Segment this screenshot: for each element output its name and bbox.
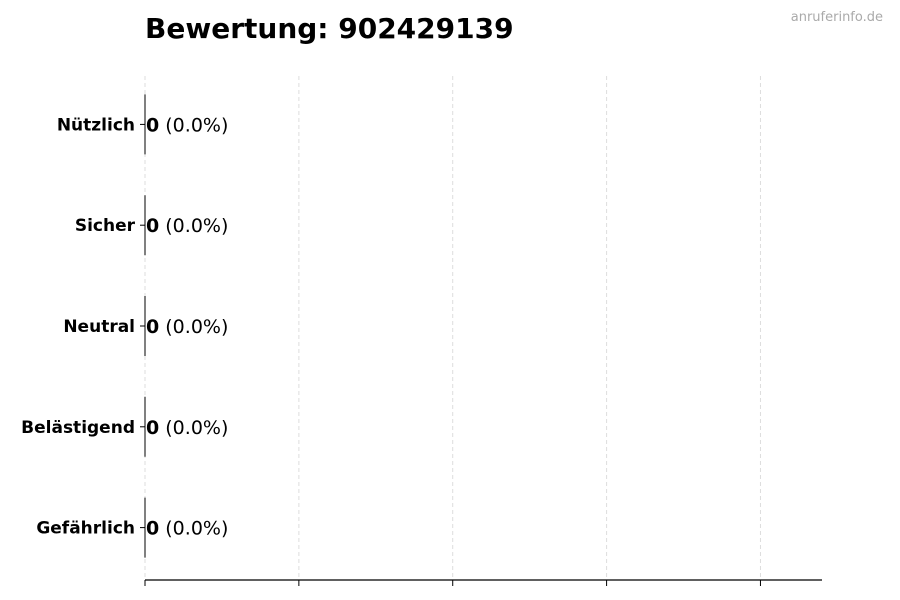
watermark: anruferinfo.de: [790, 10, 883, 25]
chart-title: Bewertung: 902429139: [145, 12, 514, 45]
percent-label: (0.0%): [159, 518, 228, 540]
y-tick-label: Neutral: [63, 317, 135, 337]
y-tick-label: Sicher: [75, 216, 136, 236]
data-label: 0 (0.0%): [146, 316, 228, 338]
value-label: 0: [146, 215, 159, 237]
value-label: 0: [146, 316, 159, 338]
data-label: 0 (0.0%): [146, 114, 228, 136]
percent-label: (0.0%): [159, 316, 228, 338]
data-label: 0 (0.0%): [146, 518, 228, 540]
percent-label: (0.0%): [159, 215, 228, 237]
percent-label: (0.0%): [159, 114, 228, 136]
percent-label: (0.0%): [159, 417, 228, 439]
y-tick-label: Belästigend: [21, 418, 135, 438]
y-tick-label: Gefährlich: [36, 519, 135, 539]
data-label: 0 (0.0%): [146, 215, 228, 237]
value-label: 0: [146, 417, 159, 439]
value-label: 0: [146, 114, 159, 136]
y-tick-label: Nützlich: [57, 115, 135, 135]
data-label: 0 (0.0%): [146, 417, 228, 439]
value-label: 0: [146, 518, 159, 540]
